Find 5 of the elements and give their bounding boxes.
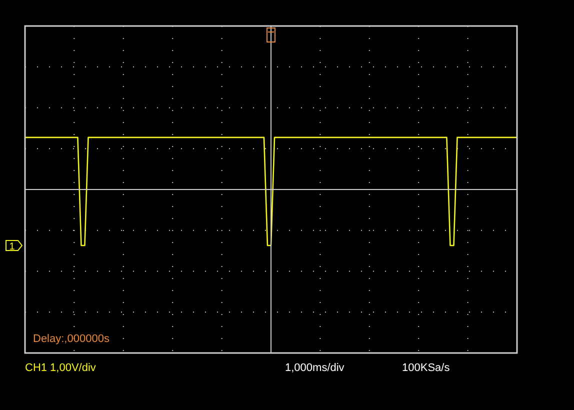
text: CH1 1,00V/div (25, 362, 96, 374)
text: 1,000ms/div (285, 362, 344, 374)
text: 100KSa/s (402, 362, 450, 374)
text: 1 (9, 241, 16, 252)
text: Delay:,000000s (33, 333, 110, 345)
